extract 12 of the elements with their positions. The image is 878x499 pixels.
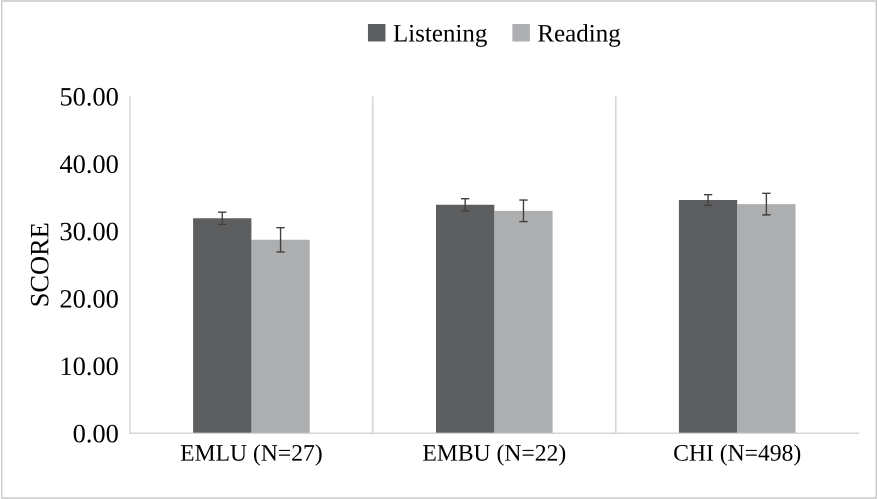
legend-label: Reading bbox=[538, 24, 620, 47]
y-tick-label: 30.00 bbox=[60, 222, 118, 241]
x-tick-label: EMLU (N=27) bbox=[180, 444, 322, 466]
y-tick-label: 40.00 bbox=[60, 155, 118, 174]
x-tick-label: EMBU (N=22) bbox=[423, 444, 566, 466]
y-tick-label: 10.00 bbox=[62, 357, 118, 376]
y-tick-label: 20.00 bbox=[60, 290, 118, 308]
y-tick-label: 0.00 bbox=[74, 424, 118, 443]
legend-label: Listening bbox=[394, 24, 487, 47]
y-axis-title: SCORE bbox=[30, 224, 49, 306]
y-tick-label: 50.00 bbox=[60, 88, 118, 106]
x-tick-label: CHI (N=498) bbox=[674, 444, 800, 466]
